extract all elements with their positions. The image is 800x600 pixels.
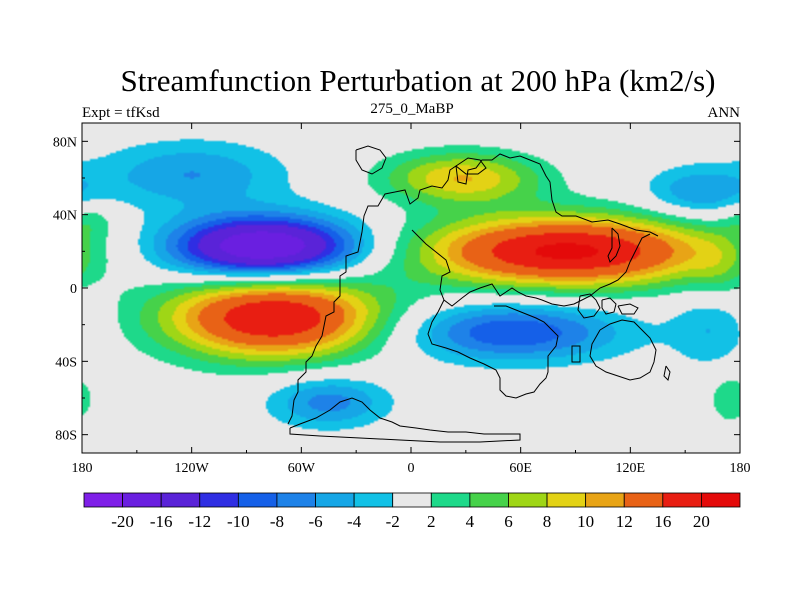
labelbar-label: -2 (386, 512, 400, 531)
arctic-islands-outline (455, 157, 487, 175)
labelbar-label: 4 (466, 512, 475, 531)
streamfunction-field (82, 123, 740, 453)
labelbar-box (662, 492, 702, 508)
americas-coastline (287, 191, 396, 425)
labelbar-box (315, 492, 355, 508)
labelbar-label: 8 (543, 512, 552, 531)
right-string: ANN (708, 105, 741, 121)
labelbar-box (508, 492, 548, 508)
labelbar-box (237, 492, 278, 508)
chart-title: Streamfunction Perturbation at 200 hPa (… (121, 63, 716, 98)
coastlines (287, 145, 671, 443)
y-axis: 80N 40N 0 40S 80S (53, 135, 740, 444)
labelbar-label: 10 (577, 512, 594, 531)
labelbar-label: -16 (150, 512, 173, 531)
madagascar-outline (571, 345, 581, 363)
plot-area (81, 122, 741, 454)
labelbar-label: -20 (111, 512, 134, 531)
x-tick-label: 60W (288, 461, 316, 476)
x-tick-label: 180 (72, 461, 93, 476)
labelbar-label: -12 (188, 512, 211, 531)
labelbar-label: 6 (504, 512, 513, 531)
labelbar-box (276, 492, 316, 508)
labelbar-label: 2 (427, 512, 436, 531)
y-tick-label: 0 (70, 282, 77, 297)
australia-coastline (589, 319, 657, 381)
y-tick-label: 80S (55, 429, 77, 444)
x-tick-label: 120W (175, 461, 210, 476)
labelbar-box (623, 492, 664, 508)
borneo-outline (601, 297, 617, 315)
labelbar-box (469, 492, 509, 508)
labelbar-box (199, 492, 239, 508)
y-tick-label: 40N (53, 209, 77, 224)
labelbar-box (585, 492, 625, 508)
labelbar-label: 12 (616, 512, 633, 531)
greenland-coastline (355, 145, 387, 175)
labelbar-box (701, 492, 741, 508)
new-guinea-outline (617, 303, 639, 315)
labelbar-label: -6 (308, 512, 322, 531)
y-tick-label: 40S (55, 355, 77, 370)
x-tick-label: 120E (616, 461, 646, 476)
japan-outline (607, 227, 621, 263)
labelbar-label: -10 (227, 512, 250, 531)
antarctica-coastline (289, 397, 521, 443)
labelbar-box (546, 492, 587, 508)
labelbar-label: -4 (347, 512, 362, 531)
x-axis: 180 120W 60W 0 60E 120E 180 (72, 123, 751, 476)
labelbar-box (122, 492, 162, 508)
labelbar-box (83, 492, 123, 508)
eurasia-coastline (394, 153, 659, 237)
south-asia-coastline (411, 229, 651, 307)
left-string: Expt = tfKsd (82, 105, 160, 121)
x-tick-label: 60E (509, 461, 532, 476)
labelbar-box (160, 492, 201, 508)
color-labelbar: -20 -16 -12 -10 -8 -6 -4 -2 2 4 6 8 10 12 16 20 (83, 492, 741, 531)
x-tick-label: 0 (408, 461, 415, 476)
labelbar-label: 16 (654, 512, 671, 531)
labelbar-box (353, 492, 394, 508)
labelbar-box (430, 492, 471, 508)
indonesia-outline (577, 293, 601, 319)
y-tick-label: 80N (53, 135, 77, 150)
africa-coastline (427, 299, 559, 399)
labelbar-label: 20 (693, 512, 710, 531)
labelbar-label: -8 (270, 512, 284, 531)
center-string: 275_0_MaBP (370, 101, 453, 117)
new-zealand-outline (663, 365, 671, 381)
labelbar-box (392, 492, 432, 508)
x-tick-label: 180 (730, 461, 751, 476)
